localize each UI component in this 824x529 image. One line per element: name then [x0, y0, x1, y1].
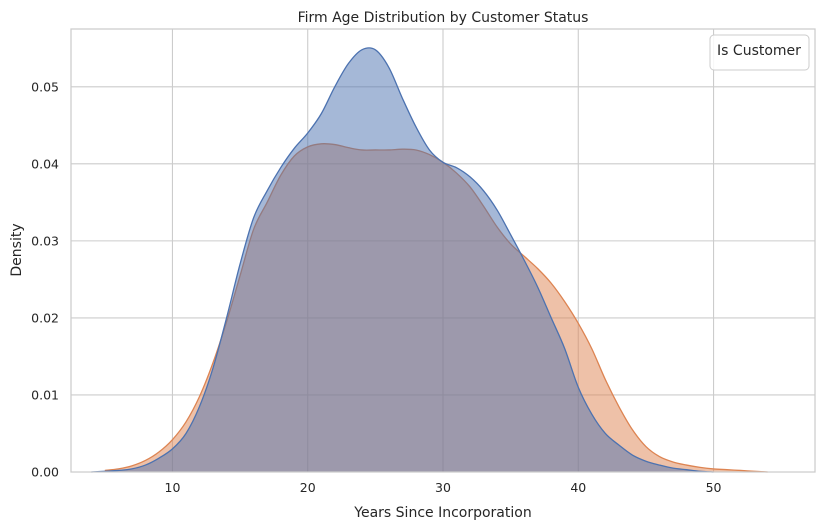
y-tick-label: 0.03 [31, 233, 59, 248]
legend-title: Is Customer [717, 43, 801, 59]
x-axis-label: Years Since Incorporation [353, 505, 531, 521]
legend-box [709, 34, 810, 71]
density-areas [91, 47, 768, 473]
x-tick-label: 10 [165, 480, 181, 495]
density-area-fill-1 [91, 47, 714, 472]
y-tick-label: 0.02 [31, 310, 59, 325]
y-tick-label: 0.00 [31, 465, 59, 480]
density-line-1 [91, 47, 714, 473]
x-axis-ticks: 10 20 30 40 50 [165, 480, 722, 495]
y-tick-label: 0.01 [31, 387, 59, 402]
x-tick-label: 40 [570, 480, 586, 495]
plot-frame [70, 28, 816, 473]
y-axis-ticks: 0.00 0.01 0.02 0.03 0.04 0.05 [31, 79, 59, 479]
y-axis-label: Density [9, 223, 25, 276]
y-tick-label: 0.04 [31, 156, 59, 171]
chart-title: Firm Age Distribution by Customer Status [298, 10, 589, 26]
x-tick-label: 50 [706, 480, 722, 495]
y-tick-label: 0.05 [31, 79, 59, 94]
x-tick-label: 20 [300, 480, 316, 495]
legend: Is Customer [709, 34, 810, 71]
x-tick-label: 30 [435, 480, 451, 495]
